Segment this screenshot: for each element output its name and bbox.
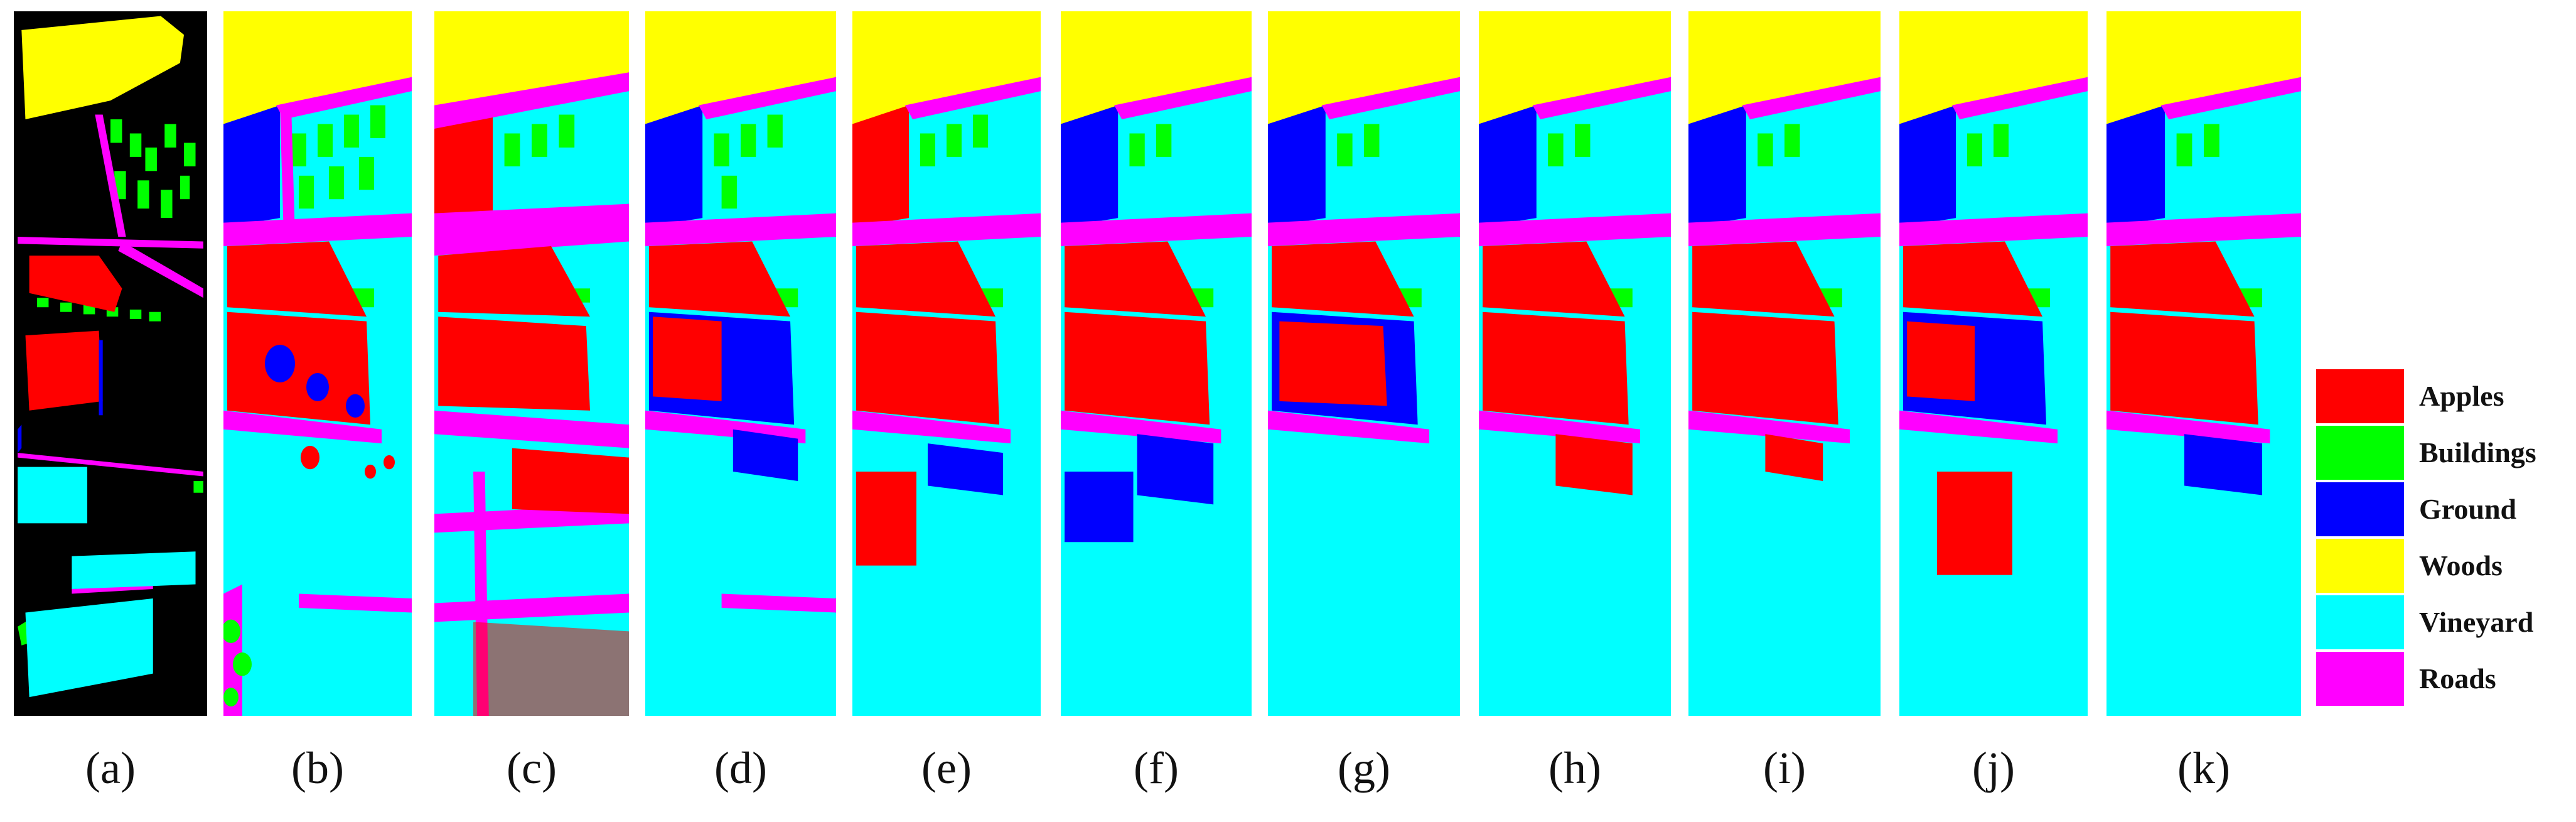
panel-caption-a: (a) [85,743,136,793]
legend-item-ground: Ground [2316,482,2567,536]
legend-swatch-woods [2316,539,2404,593]
legend-item-woods: Woods [2316,539,2567,593]
panel-caption-b: (b) [291,743,344,793]
panel-caption-k: (k) [2177,743,2230,793]
panel-caption-j: (j) [1972,743,2015,793]
panel-caption-e: (e) [921,743,972,793]
legend-swatch-ground [2316,482,2404,536]
legend-item-apples: Apples [2316,369,2567,423]
legend-item-vineyard: Vineyard [2316,595,2567,649]
classification-map-h [1479,11,1671,716]
legend-swatch-vineyard [2316,595,2404,649]
panel-caption-c: (c) [507,743,557,793]
legend-item-buildings: Buildings [2316,426,2567,480]
panel-caption-i: (i) [1763,743,1806,793]
legend-label-ground: Ground [2419,493,2517,525]
legend-label-buildings: Buildings [2419,436,2536,468]
classification-map-g [1268,11,1460,716]
panel-caption-g: (g) [1338,743,1390,793]
legend-swatch-apples [2316,369,2404,423]
legend-swatch-buildings [2316,426,2404,480]
legend-label-vineyard: Vineyard [2419,606,2534,638]
panel-caption-h: (h) [1548,743,1601,793]
classification-map-f [1061,11,1252,716]
legend-label-apples: Apples [2419,380,2504,412]
classification-map-e [852,11,1041,716]
panel-caption-f: (f) [1134,743,1179,793]
panel-caption-d: (d) [714,743,767,793]
legend-label-roads: Roads [2419,662,2496,695]
classification-map-b [223,11,412,716]
classification-map-i [1688,11,1881,716]
classification-map-c [434,11,629,716]
classification-map-d [645,11,836,716]
legend-item-roads: Roads [2316,652,2567,706]
classification-map-j [1899,11,2088,716]
legend-swatch-roads [2316,652,2404,706]
ground-truth-map [14,11,207,716]
legend-label-woods: Woods [2419,549,2503,581]
classification-map-k [2106,11,2301,716]
